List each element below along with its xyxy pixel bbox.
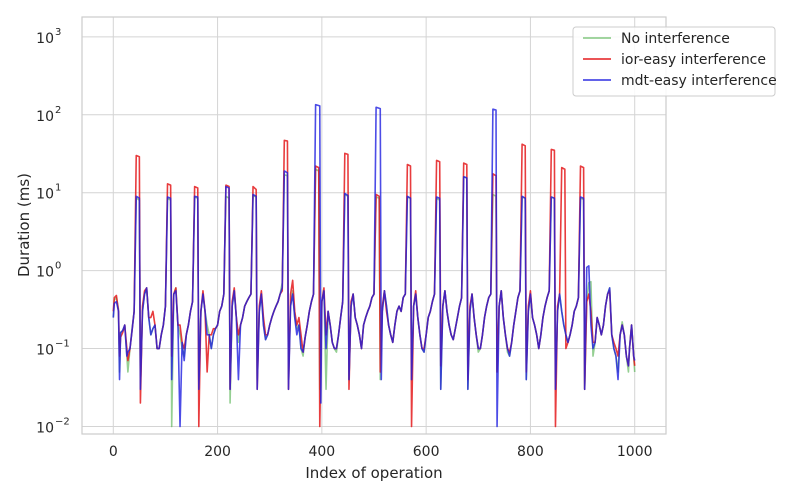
y-tick-base: 10 bbox=[36, 109, 54, 125]
x-tick-label: 1000 bbox=[617, 444, 653, 460]
legend-label: mdt-easy interference bbox=[621, 73, 777, 89]
y-tick-exponent: −1 bbox=[55, 339, 70, 350]
legend-label: ior-easy interference bbox=[621, 52, 766, 68]
x-tick-label: 200 bbox=[204, 444, 231, 460]
y-tick-label: 10 3 bbox=[36, 27, 61, 47]
legend-label: No interference bbox=[621, 31, 730, 47]
grid bbox=[82, 17, 666, 434]
y-tick-label: 10 0 bbox=[36, 261, 61, 281]
y-tick-exponent: 3 bbox=[55, 27, 61, 38]
y-tick-base: 10 bbox=[36, 343, 54, 359]
x-axis-label: Index of operation bbox=[305, 464, 442, 482]
y-tick-exponent: −2 bbox=[55, 416, 70, 427]
y-tick-exponent: 0 bbox=[55, 261, 61, 272]
y-tick-base: 10 bbox=[36, 265, 54, 281]
series-layer bbox=[112, 103, 636, 428]
y-tick-label: 10 2 bbox=[36, 105, 61, 125]
x-tick-label: 600 bbox=[413, 444, 440, 460]
legend: No interference ior-easy interference mdt-… bbox=[572, 26, 777, 97]
y-axis-label: Duration (ms) bbox=[15, 173, 33, 277]
y-tick-label: 10 −2 bbox=[36, 416, 70, 436]
y-tick-base: 10 bbox=[36, 31, 54, 47]
x-tick-label: 400 bbox=[308, 444, 335, 460]
series-line-3 bbox=[112, 103, 636, 428]
y-tick-base: 10 bbox=[36, 187, 54, 203]
y-tick-exponent: 1 bbox=[55, 183, 61, 194]
y-tick-base: 10 bbox=[36, 420, 54, 436]
y-tick-label: 10 −1 bbox=[36, 339, 70, 359]
x-tick-label: 800 bbox=[517, 444, 544, 460]
legend-entries: No interference ior-easy interference mdt-… bbox=[583, 31, 777, 89]
plot-frame bbox=[81, 16, 667, 435]
y-tick-exponent: 2 bbox=[55, 105, 61, 116]
legend-box bbox=[572, 26, 776, 97]
x-tick-label: 0 bbox=[109, 444, 118, 460]
y-tick-label: 10 1 bbox=[36, 183, 61, 203]
